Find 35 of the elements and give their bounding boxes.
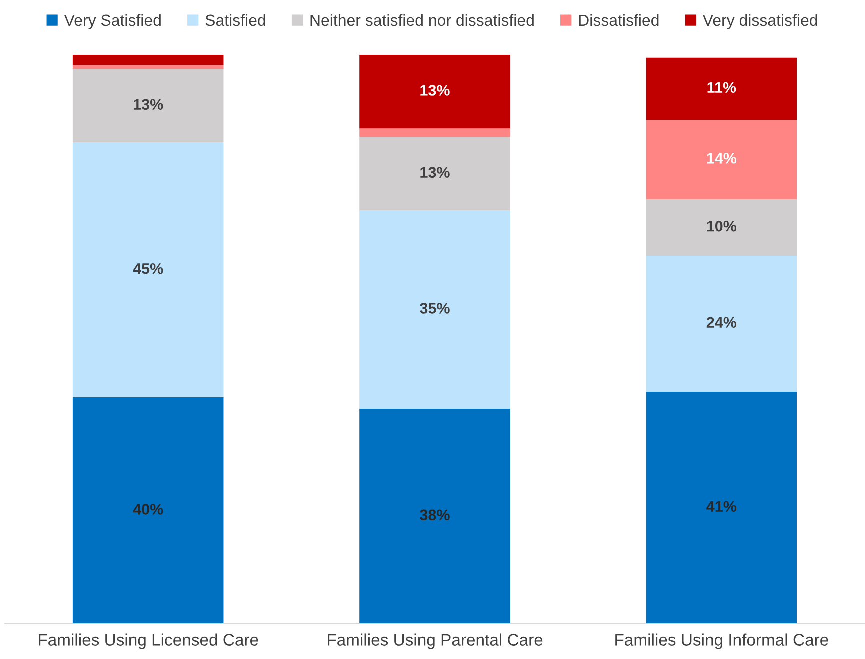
data-label: 11% <box>708 82 736 94</box>
legend-label: Very Satisfied <box>64 14 161 30</box>
legend-label: Dissatisfied <box>579 14 659 26</box>
bar <box>360 55 510 129</box>
bar <box>360 408 510 624</box>
legend-label: Satisfied <box>206 14 266 26</box>
data-label: 10% <box>707 220 737 232</box>
data-label: 35% <box>420 303 450 314</box>
bar <box>72 55 224 66</box>
data-label: 14% <box>707 153 737 164</box>
bar <box>646 120 798 200</box>
bar <box>646 256 798 392</box>
bar <box>646 58 798 120</box>
data-label: 24% <box>706 317 737 328</box>
bar <box>360 210 510 409</box>
data-label: 38% <box>420 510 450 521</box>
bar <box>646 199 798 256</box>
data-label: 41% <box>706 501 737 512</box>
data-label: 13% <box>420 167 450 178</box>
bar <box>72 398 224 624</box>
data-label: 13% <box>134 99 164 110</box>
legend-label: Very dissatisfied <box>702 14 818 30</box>
bar <box>72 69 224 143</box>
bar <box>646 392 798 624</box>
x-tick-label: Families Using Informal Care <box>616 634 828 650</box>
x-tick-label: Families Using Licensed Care <box>39 634 258 650</box>
x-tick-label: Families Using Parental Care <box>328 634 543 650</box>
bar <box>360 137 510 211</box>
legend-label: Neither satisfied nor dissatisfied <box>310 14 534 26</box>
data-label: 40% <box>133 504 164 515</box>
bar <box>72 65 224 70</box>
data-label: 13% <box>420 85 450 96</box>
data-label: 45% <box>133 263 164 274</box>
bar <box>360 128 510 138</box>
bar <box>72 142 224 398</box>
